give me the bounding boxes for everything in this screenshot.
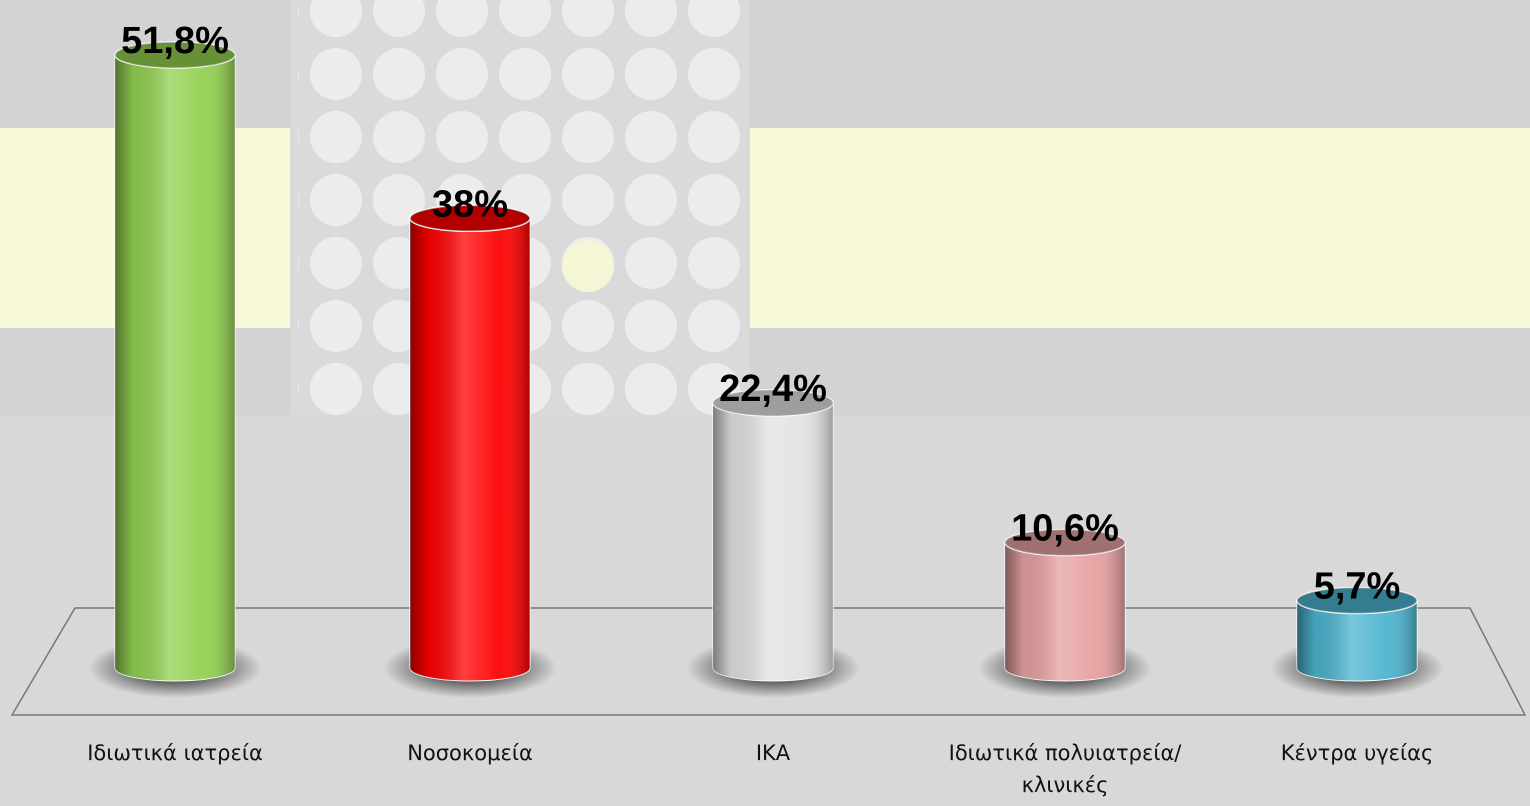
bar-top	[1004, 528, 1126, 557]
bar-shading	[410, 218, 530, 681]
x-tick-label: ΙΚΑ	[755, 741, 791, 765]
bar-shading	[1005, 542, 1125, 681]
bar-top-shade	[1005, 529, 1125, 556]
value-label: 10,6%	[1011, 508, 1119, 550]
bar-top	[409, 204, 531, 233]
x-tick-label: Ιδιωτικά ιατρεία	[87, 741, 263, 765]
value-label: 38%	[432, 183, 508, 225]
x-tick-label: Ιδιωτικά πολυιατρεία/κλινικές	[948, 741, 1182, 797]
bar-top-shade	[410, 205, 530, 232]
bar-top	[114, 41, 236, 69]
bar-shading	[115, 55, 235, 681]
value-label: 51,8%	[121, 20, 229, 62]
x-tick-label: Νοσοκομεία	[407, 741, 533, 765]
bar-top-shade	[115, 42, 235, 68]
bar-top	[712, 389, 834, 417]
bar-shading	[713, 402, 833, 681]
value-label: 5,7%	[1314, 566, 1401, 608]
dot	[562, 240, 614, 292]
band	[750, 128, 1530, 328]
bar-top	[1296, 586, 1418, 615]
value-label: 22,4%	[719, 368, 827, 410]
bar-top-shade	[1297, 587, 1417, 614]
bar-top-shade	[713, 389, 833, 416]
bar-shading	[1297, 600, 1417, 681]
x-tick-label: Κέντρα υγείας	[1280, 741, 1434, 765]
